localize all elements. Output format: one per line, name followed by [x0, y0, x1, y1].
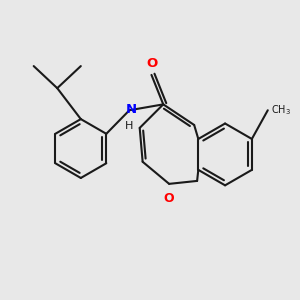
Text: N: N [125, 103, 136, 116]
Text: O: O [146, 57, 158, 70]
Text: O: O [163, 192, 174, 205]
Text: H: H [124, 122, 133, 131]
Text: CH$_3$: CH$_3$ [271, 103, 291, 117]
